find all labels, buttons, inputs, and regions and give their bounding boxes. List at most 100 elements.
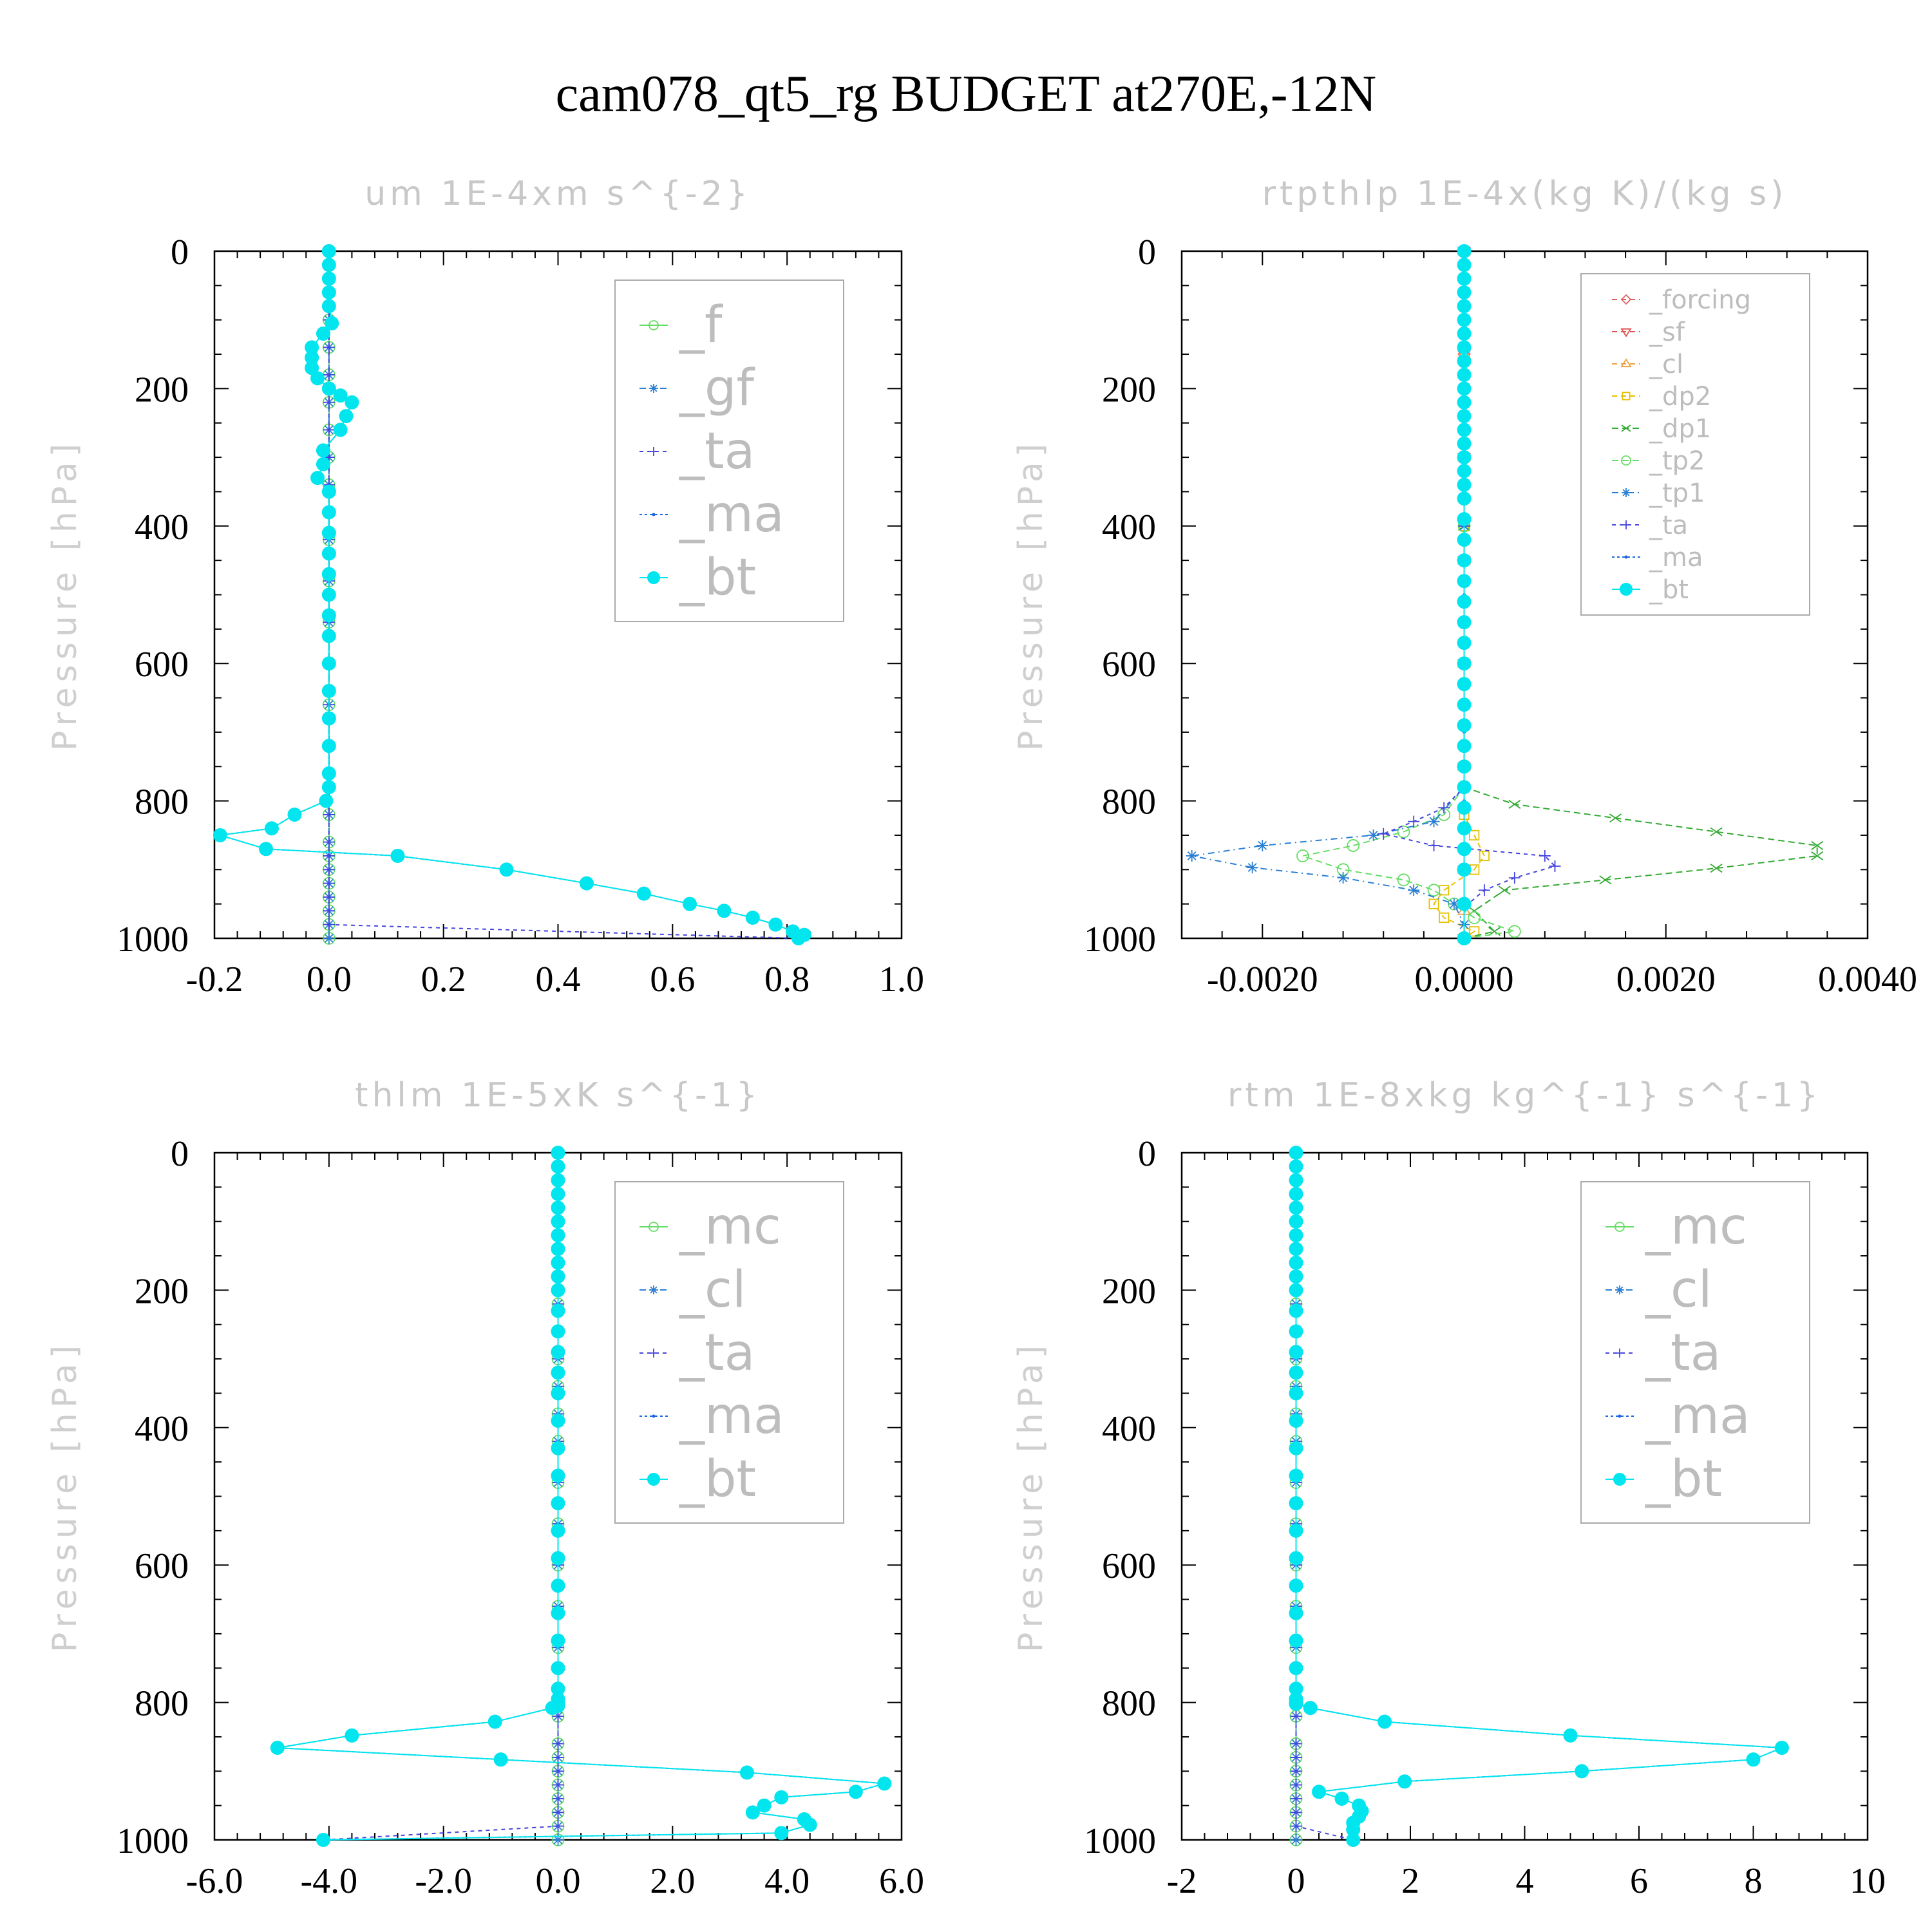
marker-star [552,1834,564,1846]
marker-star [649,384,658,393]
series-ma [276,1151,886,1842]
legend: _forcing_sf _cl _dp2_dp1_tp2_tp1 _ta _ma_bt [1580,273,1810,616]
marker-filled-dot [551,1303,565,1318]
marker-filled-dot [1289,1523,1303,1538]
marker-filled-dot [768,917,783,932]
marker-star [1622,488,1631,497]
marker-filled-dot [1289,1441,1303,1455]
marker-circle [1397,873,1410,887]
marker-plus [1539,849,1551,862]
y-tick-label: 600 [1102,645,1156,685]
marker-filled-dot [1457,368,1472,383]
marker-filled-dot [321,381,336,396]
y-tick-label: 600 [1102,1546,1156,1586]
marker-circle [1427,884,1441,897]
y-axis-label: Pressure [hPa] [1012,439,1050,751]
marker-filled-dot [325,316,339,331]
marker-filled-dot [551,1523,565,1538]
marker-filled-dot [1289,1468,1303,1483]
legend-label: _tp2 [1649,446,1705,476]
marker-filled-dot [1457,759,1472,774]
legend-label: _forcing [1649,285,1751,315]
marker-plus [552,1792,564,1804]
series-bt [270,1146,892,1847]
legend-box [614,1181,844,1524]
y-tick-label: 200 [1102,1271,1156,1311]
marker-filled-dot [488,1714,502,1729]
marker-plus [552,1806,564,1819]
marker-filled-dot [551,1578,565,1593]
legend-label: _mc [679,1198,781,1256]
marker-circle [1347,839,1360,852]
marker-filled-dot [321,505,336,520]
legend-label: _ma [679,1387,784,1445]
marker-plus [323,877,335,889]
legend-label: _ta [679,422,755,480]
marker-filled-dot [1289,1414,1303,1428]
marker-filled-dot [1457,395,1472,410]
marker-x [1609,813,1622,823]
marker-filled-dot [1575,1764,1589,1779]
marker-filled-dot [321,683,336,698]
marker-filled-dot [774,1826,789,1841]
marker-filled-dot [213,828,227,842]
marker-filled-dot [1289,1496,1303,1511]
y-tick-label: 0 [171,232,189,272]
marker-filled-dot [1457,615,1472,630]
marker-filled-dot [551,1468,565,1483]
marker-circle [1468,911,1481,924]
marker-filled-dot [321,258,336,272]
marker-plus [323,424,335,436]
x-tick-label: 1.0 [879,960,924,999]
marker-x [1599,875,1612,885]
marker-filled-dot [1289,1365,1303,1380]
marker-plus [1290,1751,1302,1763]
marker-square [1439,912,1450,923]
panel-title: rtpthlp 1E-4x(kg K)/(kg s) [1262,175,1788,213]
marker-filled-dot [1289,1173,1303,1188]
y-tick-label: 400 [135,507,189,547]
marker-plus [1549,860,1561,872]
y-axis-label: Pressure [hPa] [46,1340,84,1653]
marker-filled-dot [1457,896,1472,911]
marker-filled-dot [1289,1269,1303,1284]
legend-label: _ma [679,486,784,544]
marker-filled-dot [1346,1822,1361,1837]
marker-filled-dot [551,1324,565,1339]
marker-filled-dot [551,1386,565,1401]
marker-filled-dot [1620,583,1633,596]
marker-star [1256,839,1269,851]
marker-filled-dot [316,443,330,458]
x-tick-label: 0.6 [650,960,695,999]
marker-filled-dot [1457,354,1472,368]
marker-plus [1438,802,1450,814]
x-tick-label: 4 [1516,1861,1534,1901]
legend-box [1580,273,1810,616]
marker-filled-dot [877,1776,892,1791]
marker-filled-dot [1289,1159,1303,1174]
marker-filled-dot [1457,285,1472,300]
marker-filled-dot [791,931,806,945]
marker-filled-dot [305,350,319,365]
chart-panel-4: rtm 1E-8xkg kg^{-1} s^{-1} Pressure [hPa]… [1012,1076,1886,1901]
y-tick-label: 200 [135,370,189,410]
marker-filled-dot [1457,553,1472,568]
marker-filled-dot [1289,1605,1303,1620]
marker-filled-dot [745,1805,760,1820]
marker-plus [1290,1792,1302,1804]
marker-filled-dot [1289,1386,1303,1401]
legend-label: _cl [1645,1261,1712,1319]
marker-star [1186,849,1198,862]
marker-filled-dot [1774,1741,1789,1756]
marker-filled-dot [264,821,279,836]
marker-filled-dot [321,299,336,314]
marker-filled-dot [1457,800,1472,815]
marker-filled-dot [1457,436,1472,451]
marker-filled-dot [321,526,336,540]
marker-circle [1397,825,1410,838]
marker-filled-dot [1457,594,1472,609]
marker-circle [1621,455,1631,466]
marker-filled-dot [551,1269,565,1284]
x-tick-label: -2.0 [415,1861,472,1901]
marker-filled-dot [745,910,760,925]
